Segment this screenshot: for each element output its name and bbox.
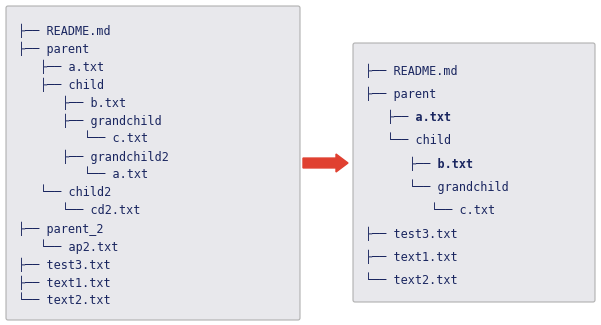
Text: ├── test3.txt: ├── test3.txt [18,258,111,272]
Text: └── text2.txt: └── text2.txt [18,294,111,307]
FancyBboxPatch shape [353,43,595,302]
Text: └── grandchild: └── grandchild [409,180,509,194]
Text: ├── text1.txt: ├── text1.txt [365,250,457,264]
Text: ├── README.md: ├── README.md [18,24,111,38]
Text: ├── child: ├── child [40,78,104,92]
Text: ├── parent_2: ├── parent_2 [18,222,103,236]
Text: ├── parent: ├── parent [18,42,90,56]
Text: └── cd2.txt: └── cd2.txt [62,204,141,217]
Text: ├── a.txt: ├── a.txt [40,60,104,74]
Text: ├── b.txt: ├── b.txt [409,157,473,171]
Text: └── a.txt: └── a.txt [84,168,148,181]
FancyArrow shape [303,154,348,172]
Text: └── c.txt: └── c.txt [431,204,495,217]
Text: └── child2: └── child2 [40,187,111,200]
Text: ├── README.md: ├── README.md [365,63,457,78]
Text: └── ap2.txt: └── ap2.txt [40,240,118,254]
Text: ├── a.txt: ├── a.txt [387,110,451,124]
Text: ├── grandchild2: ├── grandchild2 [62,150,169,164]
Text: └── c.txt: └── c.txt [84,133,148,146]
FancyBboxPatch shape [6,6,300,320]
Text: ├── parent: ├── parent [365,87,436,101]
Text: ├── text1.txt: ├── text1.txt [18,276,111,290]
Text: └── child: └── child [387,134,451,147]
Text: ├── test3.txt: ├── test3.txt [365,227,457,241]
Text: ├── grandchild: ├── grandchild [62,114,162,128]
Text: ├── b.txt: ├── b.txt [62,96,126,110]
Text: └── text2.txt: └── text2.txt [365,274,457,287]
